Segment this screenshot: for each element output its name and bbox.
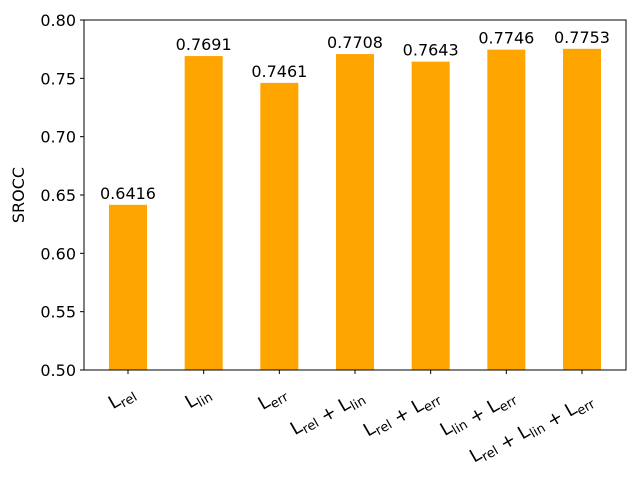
- y-tick-label: 0.80: [40, 11, 76, 30]
- value-label: 0.7753: [554, 28, 610, 47]
- bar: [260, 82, 299, 370]
- value-label: 0.7461: [251, 62, 307, 81]
- value-label: 0.7691: [176, 35, 232, 54]
- y-tick-label: 0.50: [40, 361, 76, 380]
- y-tick-label: 0.75: [40, 69, 76, 88]
- value-label: 0.7708: [327, 33, 383, 52]
- bar: [487, 49, 526, 371]
- bar: [184, 56, 223, 371]
- bar: [336, 54, 374, 371]
- y-tick-label: 0.65: [40, 186, 76, 205]
- value-label: 0.7643: [403, 41, 459, 60]
- x-tick-label: Lrel + Lerr: [360, 382, 445, 447]
- bar: [563, 48, 601, 371]
- value-label: 0.6416: [100, 184, 156, 203]
- value-label: 0.7746: [478, 29, 534, 48]
- x-tick-label: Lrel + Llin + Lerr: [466, 382, 598, 477]
- x-tick-label: Llin: [182, 382, 216, 416]
- bar: [109, 204, 147, 370]
- bar: [411, 61, 450, 371]
- x-tick-label: Lrel + Llin: [287, 382, 369, 446]
- y-axis-label: SROCC: [9, 167, 28, 223]
- plot-frame: [83, 19, 627, 371]
- y-tick-label: 0.60: [40, 244, 76, 263]
- y-tick-label: 0.55: [40, 303, 76, 322]
- x-tick-label: Lrel: [105, 382, 140, 416]
- x-tick-label: Lerr: [255, 382, 292, 417]
- y-tick-label: 0.70: [40, 128, 76, 147]
